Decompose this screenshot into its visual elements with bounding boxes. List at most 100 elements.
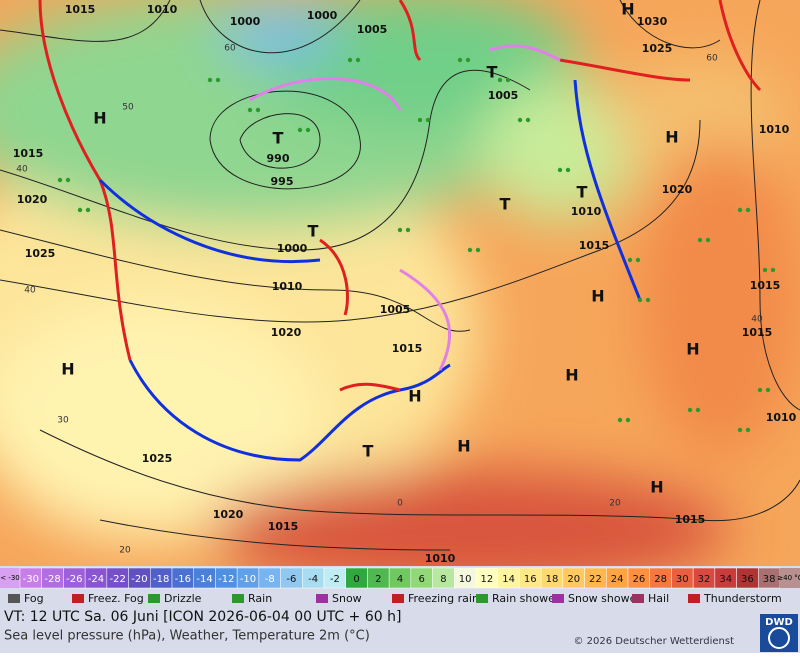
rain-dot — [517, 117, 523, 123]
pressure-center: T — [487, 63, 498, 82]
pressure-label: 1010 — [571, 205, 602, 218]
legend-symbol — [148, 594, 160, 603]
pressure-label: 990 — [267, 152, 290, 165]
isotherm-label: 0 — [397, 499, 403, 509]
scale-label: 26 — [632, 574, 645, 585]
legend-label: Fog — [24, 592, 44, 605]
rain-dot — [565, 167, 571, 173]
logo-box — [760, 614, 798, 652]
rain-dot — [57, 177, 63, 183]
pressure-center: T — [308, 222, 319, 241]
pressure-label: 1010 — [147, 3, 178, 16]
pressure-label: 1015 — [268, 520, 299, 533]
scale-label: -8 — [265, 574, 275, 585]
rain-dot — [737, 427, 743, 433]
legend-symbol — [232, 594, 244, 603]
scale-label: -12 — [218, 574, 234, 585]
rain-dot — [417, 117, 423, 123]
pressure-label: 1015 — [675, 513, 706, 526]
legend-label: Rain shower — [492, 592, 560, 605]
rain-dot — [207, 77, 213, 83]
rain-dot — [405, 227, 411, 233]
legend-symbol — [632, 594, 644, 603]
scale-label: 38 — [763, 574, 776, 585]
pressure-label: 1010 — [425, 552, 456, 565]
legend-label: Snow shower — [568, 592, 641, 605]
rain-dot — [697, 237, 703, 243]
scale-label: 36 — [741, 574, 754, 585]
rain-dot — [525, 117, 531, 123]
rain-dot — [457, 57, 463, 63]
legend-symbol — [688, 594, 700, 603]
scale-label: -20 — [131, 574, 147, 585]
isotherm-label: 20 — [119, 546, 131, 556]
rain-dot — [65, 177, 71, 183]
scale-label: 18 — [546, 574, 559, 585]
logo-swirl — [768, 627, 790, 649]
scale-label: 14 — [502, 574, 515, 585]
legend-label: Freezing rain — [408, 592, 479, 605]
rain-dot — [297, 127, 303, 133]
scale-label: 12 — [480, 574, 493, 585]
pressure-label: 1020 — [213, 508, 244, 521]
rain-dot — [627, 257, 633, 263]
scale-label: -6 — [286, 574, 296, 585]
rain-dot — [617, 417, 623, 423]
pressure-label: 1000 — [230, 15, 261, 28]
isotherm-label: 40 — [24, 286, 36, 296]
isotherm-label: 40 — [751, 315, 763, 325]
weather-legend: Fog Freez. Fog Drizzle Rain Snow Freezing rai… — [8, 592, 782, 605]
pressure-label: 1025 — [642, 42, 673, 55]
rain-dot — [497, 77, 503, 83]
rain-dot — [465, 57, 471, 63]
legend-label: Drizzle — [164, 592, 202, 605]
legend-label: Freez. Fog — [88, 592, 144, 605]
scale-label: 34 — [719, 574, 732, 585]
scale-label: 16 — [524, 574, 537, 585]
scale-label: 10 — [459, 574, 472, 585]
weather-symbols — [57, 57, 776, 433]
isotherm-label: 60 — [706, 54, 718, 64]
scale-label: -22 — [110, 574, 126, 585]
fronts — [38, 0, 762, 462]
copyright: © 2026 Deutscher Wetterdienst — [573, 636, 734, 647]
rain-dot — [77, 207, 83, 213]
scale-label: -30 — [23, 574, 39, 585]
scale-label: 30 — [676, 574, 689, 585]
legend-symbol — [392, 594, 404, 603]
scale-cell — [0, 568, 20, 588]
isotherm-label: 30 — [57, 416, 69, 426]
rain-dot — [705, 237, 711, 243]
rain-dot — [557, 167, 563, 173]
rain-dot — [637, 297, 643, 303]
rain-dot — [745, 207, 751, 213]
pressure-label: 1015 — [742, 326, 773, 339]
scale-label: 8 — [440, 574, 446, 585]
legend-label: Thunderstorm — [703, 592, 782, 605]
scale-cell — [780, 568, 800, 588]
isotherm-label: 60 — [224, 44, 236, 54]
scale-label: 32 — [698, 574, 711, 585]
rain-dot — [215, 77, 221, 83]
scale-label: -10 — [240, 574, 256, 585]
valid-time: VT: 12 UTC Sa. 06 Juni [ICON 2026-06-04 … — [4, 609, 401, 625]
pressure-label: 1025 — [25, 247, 56, 260]
pressure-label: 1030 — [637, 15, 668, 28]
rain-dot — [255, 107, 261, 113]
scale-label: -4 — [308, 574, 318, 585]
legend-symbol — [8, 594, 20, 603]
scale-label: -2 — [330, 574, 340, 585]
scale-label: -18 — [153, 574, 169, 585]
scale-label: -26 — [66, 574, 82, 585]
isobars — [0, 0, 800, 551]
legend-label: Snow — [332, 592, 362, 605]
pressure-center: H — [686, 340, 699, 359]
rain-dot — [695, 407, 701, 413]
rain-dot — [762, 267, 768, 273]
pressure-center: H — [61, 360, 74, 379]
rain-dot — [467, 247, 473, 253]
pressure-label: 1015 — [750, 279, 781, 292]
isotherm-label: 50 — [122, 103, 134, 113]
pressure-label: 995 — [271, 175, 294, 188]
